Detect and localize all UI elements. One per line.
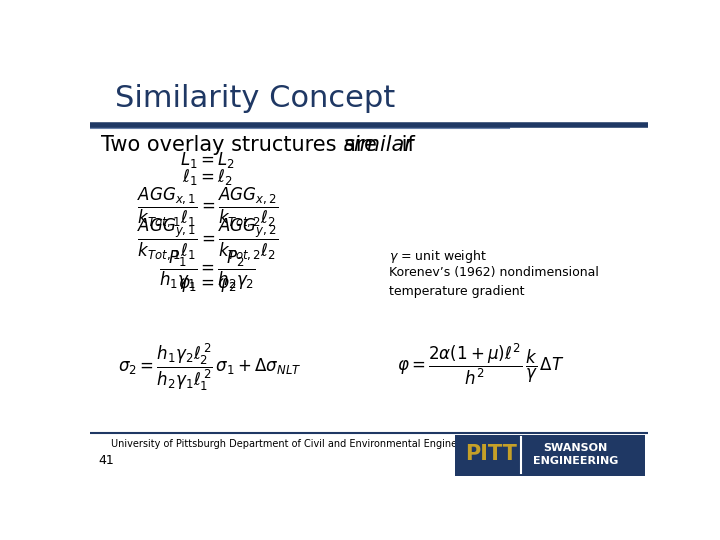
Text: SWANSON
ENGINEERING: SWANSON ENGINEERING xyxy=(533,443,618,465)
Text: University of Pittsburgh Department of Civil and Environmental Engineering: University of Pittsburgh Department of C… xyxy=(111,439,482,449)
Text: similar: similar xyxy=(344,134,414,154)
Text: $\dfrac{AGG_{y,1}}{k_{Tot,1}\ell_1} = \dfrac{AGG_{y,2}}{k_{Tot,2}\ell_2}$: $\dfrac{AGG_{y,1}}{k_{Tot,1}\ell_1} = \d… xyxy=(137,217,278,262)
Text: $\dfrac{P_1}{h_1\gamma_1} = \dfrac{P_2}{h_2\gamma_2}$: $\dfrac{P_1}{h_1\gamma_1} = \dfrac{P_2}{… xyxy=(158,248,256,292)
Text: $\sigma_2 = \dfrac{h_1\gamma_2\ell_2^{\,2}}{h_2\gamma_1\ell_1^{\,2}}\,\sigma_1 +: $\sigma_2 = \dfrac{h_1\gamma_2\ell_2^{\,… xyxy=(118,341,302,393)
Text: $\gamma$ = unit weight: $\gamma$ = unit weight xyxy=(389,248,487,265)
Text: $\varphi = \dfrac{2\alpha(1+\mu)\ell^2}{h^2}\,\dfrac{k}{\gamma}\,\Delta T$: $\varphi = \dfrac{2\alpha(1+\mu)\ell^2}{… xyxy=(397,341,564,387)
Text: 41: 41 xyxy=(99,454,114,467)
Text: PITT: PITT xyxy=(464,444,516,464)
FancyBboxPatch shape xyxy=(456,435,645,476)
Text: if: if xyxy=(395,134,415,154)
Text: $\dfrac{AGG_{x,1}}{k_{Tot,1}\ell_1} = \dfrac{AGG_{x,2}}{k_{Tot,2}\ell_2}$: $\dfrac{AGG_{x,1}}{k_{Tot,1}\ell_1} = \d… xyxy=(137,185,278,230)
Text: $\varphi_1 = \varphi_2$: $\varphi_1 = \varphi_2$ xyxy=(178,276,236,294)
Text: $\ell_1 = \ell_2$: $\ell_1 = \ell_2$ xyxy=(182,167,233,187)
Text: Similarity Concept: Similarity Concept xyxy=(115,84,395,112)
Text: Two overlay structures are: Two overlay structures are xyxy=(101,134,384,154)
Text: $L_1 = L_2$: $L_1 = L_2$ xyxy=(179,150,235,170)
Text: Korenev’s (1962) nondimensional
temperature gradient: Korenev’s (1962) nondimensional temperat… xyxy=(389,266,598,299)
